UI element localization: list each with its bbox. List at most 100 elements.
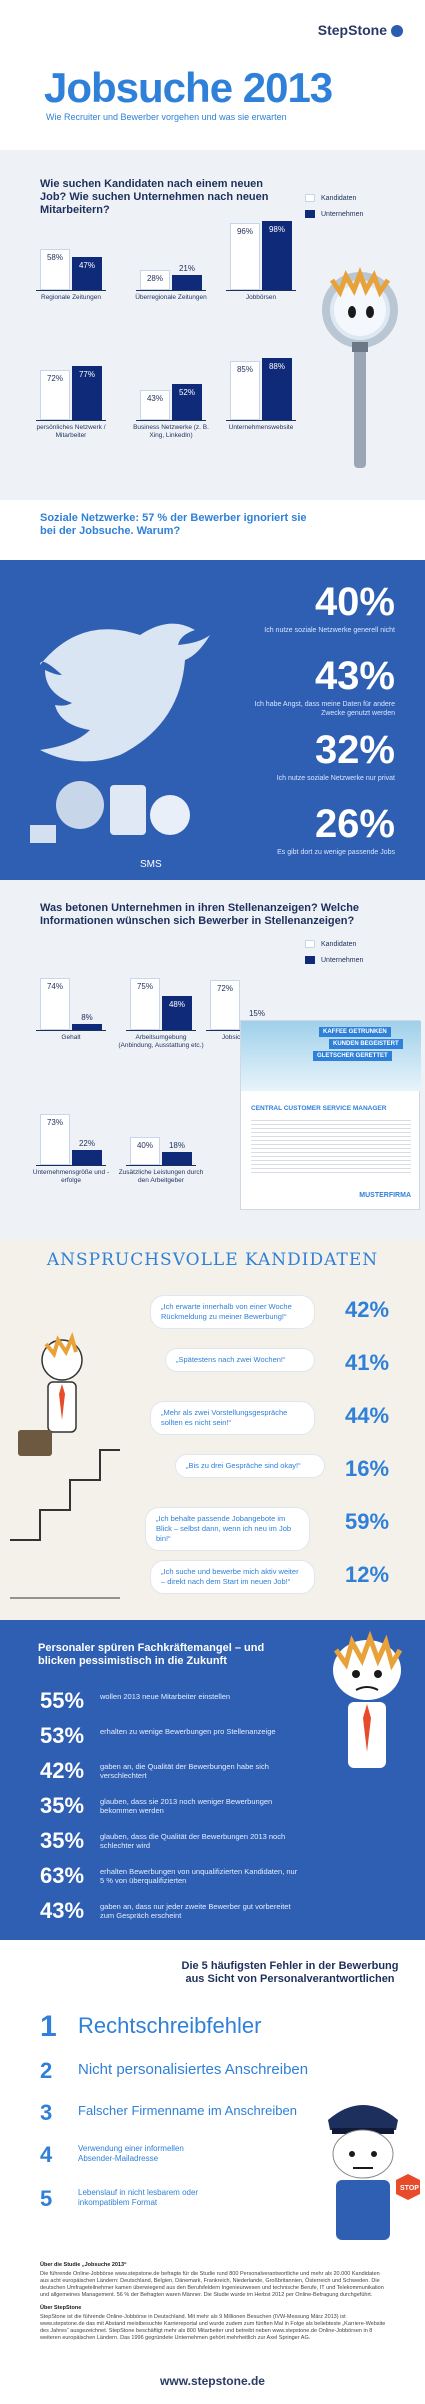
stat-percentage: 63% <box>40 1863 85 1888</box>
bar-kandidaten <box>40 249 70 290</box>
section1-question: Wie suchen Kandidaten nach einem neuen J… <box>40 178 269 216</box>
chart-baseline <box>226 290 296 291</box>
bar-kandidaten <box>140 389 170 420</box>
bar-unternehmen <box>262 358 292 420</box>
mistake-text: Lebenslauf in nicht lesbarem oder inkomp… <box>78 2188 199 2207</box>
category-label: Unternehmensgröße und -erfolge <box>32 1169 110 1184</box>
stat-text: glauben, dass sie 2013 noch weniger Bewe… <box>100 1797 273 1815</box>
quote-percentage: 44% <box>345 1403 390 1428</box>
stepstone-logo[interactable]: StepStone <box>318 22 403 38</box>
bar-value-label: 77% <box>78 370 95 380</box>
chart-baseline <box>36 1165 106 1166</box>
job-ad-role: CENTRAL CUSTOMER SERVICE MANAGER <box>251 1105 387 1112</box>
bar-value-label: 74% <box>46 982 63 992</box>
legend-label: Kandidaten <box>321 194 357 202</box>
bar-value-label: 88% <box>268 362 285 372</box>
mistakes-title: Die 5 häufigsten Fehler in der Bewerbung… <box>181 1960 399 1985</box>
quote-percentage: 16% <box>345 1456 390 1481</box>
legend-kandidaten: Kandidaten <box>305 940 356 948</box>
stat-percentage: 42% <box>40 1758 85 1783</box>
bar-value-label: 8% <box>81 1013 93 1023</box>
category-label: Jobbörsen <box>245 294 277 301</box>
category-label: Regionale Zeitungen <box>41 294 101 301</box>
quote-bubble: „Ich behalte passende Jobangebote im Bli… <box>145 1507 310 1551</box>
bar-unternehmen <box>162 1152 192 1165</box>
twitter-bird-icon: SMS <box>30 623 210 870</box>
chart-baseline <box>36 1030 106 1031</box>
bar-value-label: 40% <box>136 1141 153 1150</box>
bar-value-label: 85% <box>236 364 253 374</box>
footer-text-box: Über die Studie „Jobsuche 2013“ Die führ… <box>40 2262 390 2342</box>
legend-dark-swatch <box>305 210 315 218</box>
bar-value-label: 72% <box>46 373 63 383</box>
recruiter-title: Personaler spüren Fachkräftemangel – und… <box>38 1642 265 1667</box>
bar-unternehmen <box>72 257 102 290</box>
bar-value-label: 52% <box>178 387 195 397</box>
category-label: persönliches Netzwerk / Mitarbeiter <box>36 424 106 439</box>
search-channels-section: Wie suchen Kandidaten nach einem neuen J… <box>0 150 425 500</box>
chart-baseline <box>126 1165 196 1166</box>
job-ad-line1: KAFFEE GETRUNKEN <box>319 1027 391 1037</box>
quote-bubble: „Ich erwarte innerhalb von einer Woche R… <box>150 1295 315 1329</box>
job-ad-line2: KUNDEN BEGEISTERT <box>329 1039 403 1049</box>
mistakes-section: Die 5 häufigsten Fehler in der Bewerbung… <box>0 1940 425 2240</box>
category-label: Business Netzwerke (z. B. Xing, LinkedIn… <box>133 424 209 439</box>
bar-value-label: 47% <box>78 261 95 271</box>
category-label: Überregionale Zeitungen <box>135 294 207 301</box>
quote-percentage: 12% <box>345 1562 390 1587</box>
legend-unternehmen: Unternehmen <box>305 210 363 218</box>
candidate-on-stairs-icon <box>10 1332 120 1599</box>
study-text: Die führende Online-Jobbörse www.stepsto… <box>40 2271 384 2298</box>
mistake-number: 3 <box>40 2100 53 2125</box>
stat-percentage: 43% <box>40 1898 85 1923</box>
footer-section: Über die Studie „Jobsuche 2013“ Die führ… <box>0 2240 425 2404</box>
page-title: Jobsuche 2013 <box>44 64 333 111</box>
bar-kandidaten <box>230 360 260 420</box>
bar-value-label: 73% <box>46 1117 63 1127</box>
mistake-text: Verwendung einer informellen Absender-Ma… <box>78 2144 184 2163</box>
chart-baseline <box>36 290 106 291</box>
bar-value-label: 43% <box>146 393 163 403</box>
bar-value-label: 22% <box>78 1138 95 1148</box>
bar-unternehmen <box>172 275 202 290</box>
recruiter-section: Personaler spüren Fachkräftemangel – und… <box>0 1620 425 1940</box>
chart-baseline <box>36 420 106 421</box>
bar-kandidaten <box>130 1137 160 1165</box>
svg-text:SMS: SMS <box>140 859 162 870</box>
legend-dark-swatch <box>305 956 315 964</box>
bar-value-label: 28% <box>146 274 163 284</box>
job-ad-line3: GLETSCHER GERETTET <box>313 1051 392 1061</box>
category-label: Gehalt <box>61 1034 81 1041</box>
chart-baseline <box>136 290 206 291</box>
page-subtitle: Wie Recruiter und Bewerber vorgehen und … <box>46 112 287 122</box>
legend-kandidaten: Kandidaten <box>305 194 356 202</box>
job-ad-body-lines <box>251 1117 411 1173</box>
stat-percentage: 53% <box>40 1723 85 1748</box>
legend-light-swatch <box>305 194 315 202</box>
bar-value-label: 96% <box>236 226 253 236</box>
quote-bubble: „Spätestens nach zwei Wochen!“ <box>165 1348 315 1372</box>
bar-value-label: 15% <box>248 1008 265 1018</box>
study-title: Über die Studie „Jobsuche 2013“ <box>40 2262 127 2268</box>
bar-kandidaten <box>40 1113 70 1165</box>
worried-recruiter-icon <box>333 1630 403 1768</box>
stat-text: erhalten Bewerbungen von unqualifizierte… <box>100 1867 298 1885</box>
bar-unternehmen <box>72 1149 102 1165</box>
bar-unternehmen <box>262 221 292 290</box>
legend-label: Kandidaten <box>321 940 357 948</box>
bar-kandidaten <box>210 979 240 1030</box>
mistake-number: 4 <box>40 2142 53 2167</box>
social-percentage: 43% <box>314 654 395 698</box>
stat-text: erhalten zu wenige Bewerbungen pro Stell… <box>100 1727 276 1736</box>
legend-light-swatch <box>305 940 315 948</box>
sample-job-ad: KAFFEE GETRUNKEN KUNDEN BEGEISTERT GLETS… <box>240 1020 421 1210</box>
search-channels-chart: 58% 47% Regionale Zeitungen 28% 21% Überregio… <box>0 150 425 500</box>
social-reason-text: Ich habe Angst, dass meine Daten für and… <box>254 701 395 717</box>
quote-percentage: 42% <box>345 1297 390 1322</box>
bar-unternehmen <box>72 1024 102 1030</box>
quote-percentage: 41% <box>345 1350 390 1375</box>
stat-text: wollen 2013 neue Mitarbeiter einstellen <box>100 1692 231 1701</box>
website-link[interactable]: www.stepstone.de <box>160 2374 265 2388</box>
job-ad-company: MUSTERFIRMA <box>359 1192 411 1199</box>
mistake-number: 2 <box>40 2058 53 2083</box>
